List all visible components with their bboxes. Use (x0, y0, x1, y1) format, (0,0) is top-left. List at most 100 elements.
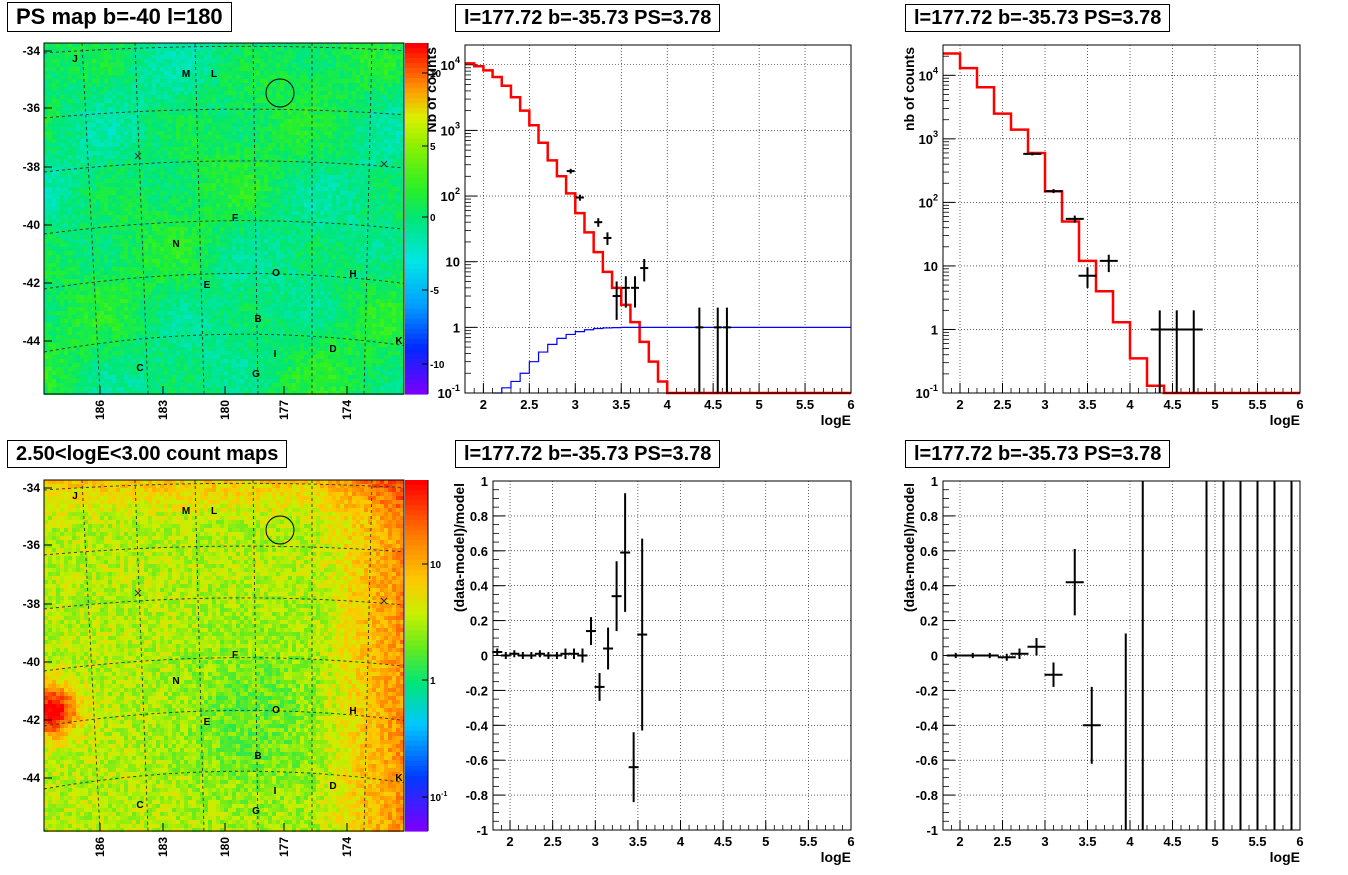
ps_map-pixel (328, 207, 332, 211)
ps_map-pixel (120, 95, 124, 99)
ps_map-pixel (172, 143, 176, 147)
ps_map-pixel (280, 47, 284, 51)
ps_map-pixel (180, 203, 184, 207)
ps_map-pixel (96, 55, 100, 59)
ps_map-pixel (248, 75, 252, 79)
ps_map-pixel (208, 71, 212, 75)
ps_map-pixel (324, 143, 328, 147)
ps_map-pixel (248, 139, 252, 143)
ps_map-pixel (312, 227, 316, 231)
ps_map-pixel (92, 227, 96, 231)
ps_map-pixel (104, 163, 108, 167)
ps_map-pixel (136, 139, 140, 143)
ps_map-pixel (160, 143, 164, 147)
ps_map-pixel (352, 187, 356, 191)
ps_map-pixel (240, 167, 244, 171)
ps_map-pixel (328, 103, 332, 107)
ps_map-pixel (384, 211, 388, 215)
ps_map-pixel (104, 91, 108, 95)
ps_map-pixel (208, 75, 212, 79)
ps_map-pixel (56, 43, 60, 47)
ps_map-pixel (240, 171, 244, 175)
ps_map-pixel (348, 63, 352, 67)
ps_map-pixel (76, 179, 80, 183)
ps_map-pixel (208, 147, 212, 151)
ps_map-pixel (272, 43, 276, 47)
ps_map-pixel (68, 159, 72, 163)
ps_map-pixel (204, 87, 208, 91)
ps_map-pixel (396, 211, 400, 215)
ps_map-pixel (328, 127, 332, 131)
ps_map-pixel (64, 115, 68, 119)
ps_map-pixel (376, 83, 380, 87)
ps_map-pixel (196, 83, 200, 87)
ps_map-pixel (120, 195, 124, 199)
ps_map-pixel (208, 103, 212, 107)
ps_map-pixel (204, 111, 208, 115)
ps_map-pixel (84, 99, 88, 103)
ps_map-pixel (396, 223, 400, 227)
ps_map-pixel (336, 223, 340, 227)
ps_map-pixel (324, 55, 328, 59)
ps_map-pixel (308, 115, 312, 119)
ps_map-pixel (92, 235, 96, 239)
ps_map-pixel (136, 95, 140, 99)
ps_map-pixel (236, 155, 240, 159)
ps_map-pixel (60, 87, 64, 91)
ps_map-pixel (100, 79, 104, 83)
ps_map-pixel (268, 127, 272, 131)
ps_map-pixel (380, 199, 384, 203)
ps_map-pixel (64, 167, 68, 171)
ps_map-pixel (128, 199, 132, 203)
ps_map-pixel (372, 139, 376, 143)
ps_map-pixel (380, 63, 384, 67)
ps_map-pixel (332, 83, 336, 87)
ps_map-pixel (220, 147, 224, 151)
ps_map-pixel (204, 123, 208, 127)
ps_map-pixel (128, 159, 132, 163)
ps_map-pixel (88, 171, 92, 175)
ps_map-pixel (68, 63, 72, 67)
ps_map-pixel (112, 111, 116, 115)
ps_map-pixel (72, 107, 76, 111)
ps_map-pixel (336, 123, 340, 127)
ps_map-pixel (384, 231, 388, 235)
ps_map-pixel (144, 223, 148, 227)
ps_map-pixel (212, 215, 216, 219)
ps_map-pixel (132, 123, 136, 127)
ps_map-pixel (152, 107, 156, 111)
ps_map-pixel (320, 215, 324, 219)
ps_map-pixel (52, 139, 56, 143)
ps_map-pixel (60, 179, 64, 183)
ps_map-pixel (44, 87, 48, 91)
ps_map-pixel (292, 207, 296, 211)
ps_map-pixel (292, 59, 296, 63)
ps_map-pixel (180, 215, 184, 219)
ps_map-pixel (264, 155, 268, 159)
ps_map-pixel (208, 171, 212, 175)
ps_map-pixel (144, 203, 148, 207)
ps_map-pixel (256, 147, 260, 151)
ps_map-pixel (360, 219, 364, 223)
ps_map-pixel (248, 211, 252, 215)
ps_map-pixel (384, 227, 388, 231)
ps_map-pixel (184, 119, 188, 123)
ps_map-pixel (172, 183, 176, 187)
ps_map-pixel (204, 211, 208, 215)
ps_map-pixel (124, 159, 128, 163)
ps_map-pixel (104, 175, 108, 179)
ps_map-pixel (64, 187, 68, 191)
ps_map-pixel (60, 63, 64, 67)
ps_map-pixel (328, 51, 332, 55)
ps_map-pixel (340, 111, 344, 115)
ps_map-pixel (180, 179, 184, 183)
ps_map-pixel (176, 63, 180, 67)
ps_map-pixel (248, 127, 252, 131)
ps_map-pixel (240, 203, 244, 207)
ps_map-pixel (136, 103, 140, 107)
ps_map-pixel (260, 55, 264, 59)
ps_map-pixel (48, 191, 52, 195)
ps_map-pixel (196, 55, 200, 59)
ps_map-pixel (340, 131, 344, 135)
ps_map-pixel (124, 63, 128, 67)
